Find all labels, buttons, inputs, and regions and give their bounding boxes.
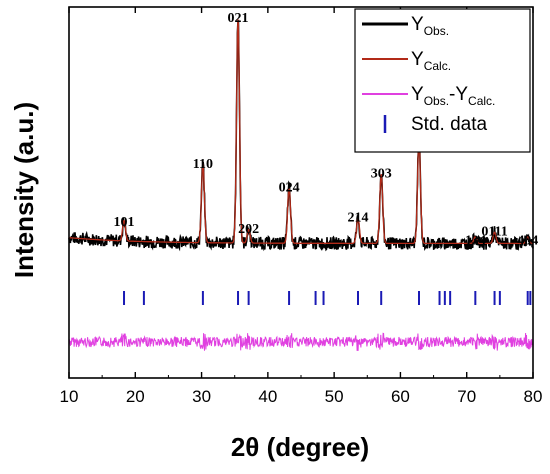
y-axis-title: Intensity (a.u.) [9,102,39,278]
legend-label: YObs. [411,14,449,38]
legend-label: YCalc. [411,49,451,73]
peak-label: 021 [228,11,249,26]
peak-label: 0111 [481,224,507,239]
x-tick-label: 60 [391,387,410,406]
x-tick-label: 20 [126,387,145,406]
legend-label: YObs.-YCalc. [411,84,495,108]
legend-label: Std. data [411,114,487,135]
peak-label: 404 [517,234,538,249]
series-observed [68,19,534,252]
x-tick-label: 50 [325,387,344,406]
x-axis-ticks: 10 20 30 40 50 60 70 80 [60,7,543,406]
peak-label: 303 [371,166,392,181]
peak-label: 101 [114,215,135,230]
x-tick-label: 70 [457,387,476,406]
x-axis-title: 2θ (degree) [231,432,369,462]
x-tick-label: 30 [192,387,211,406]
peak-label: 024 [279,180,300,195]
peak-label: 134 [465,234,486,249]
series-layer [68,19,534,351]
series-difference [68,332,534,351]
series-calculated [68,19,533,245]
legend: YObs. YCalc. YObs.-YCalc. Std. data [354,8,531,153]
x-tick-label: 40 [258,387,277,406]
peak-label: 214 [348,211,369,226]
x-tick-label: 10 [60,387,79,406]
x-tick-label: 80 [524,387,543,406]
peak-label: 110 [193,157,213,172]
std-data-sticks [123,291,532,305]
peak-label: 202 [238,222,259,237]
peak-labels: 1011100212020242143032201340111404 [114,11,539,249]
